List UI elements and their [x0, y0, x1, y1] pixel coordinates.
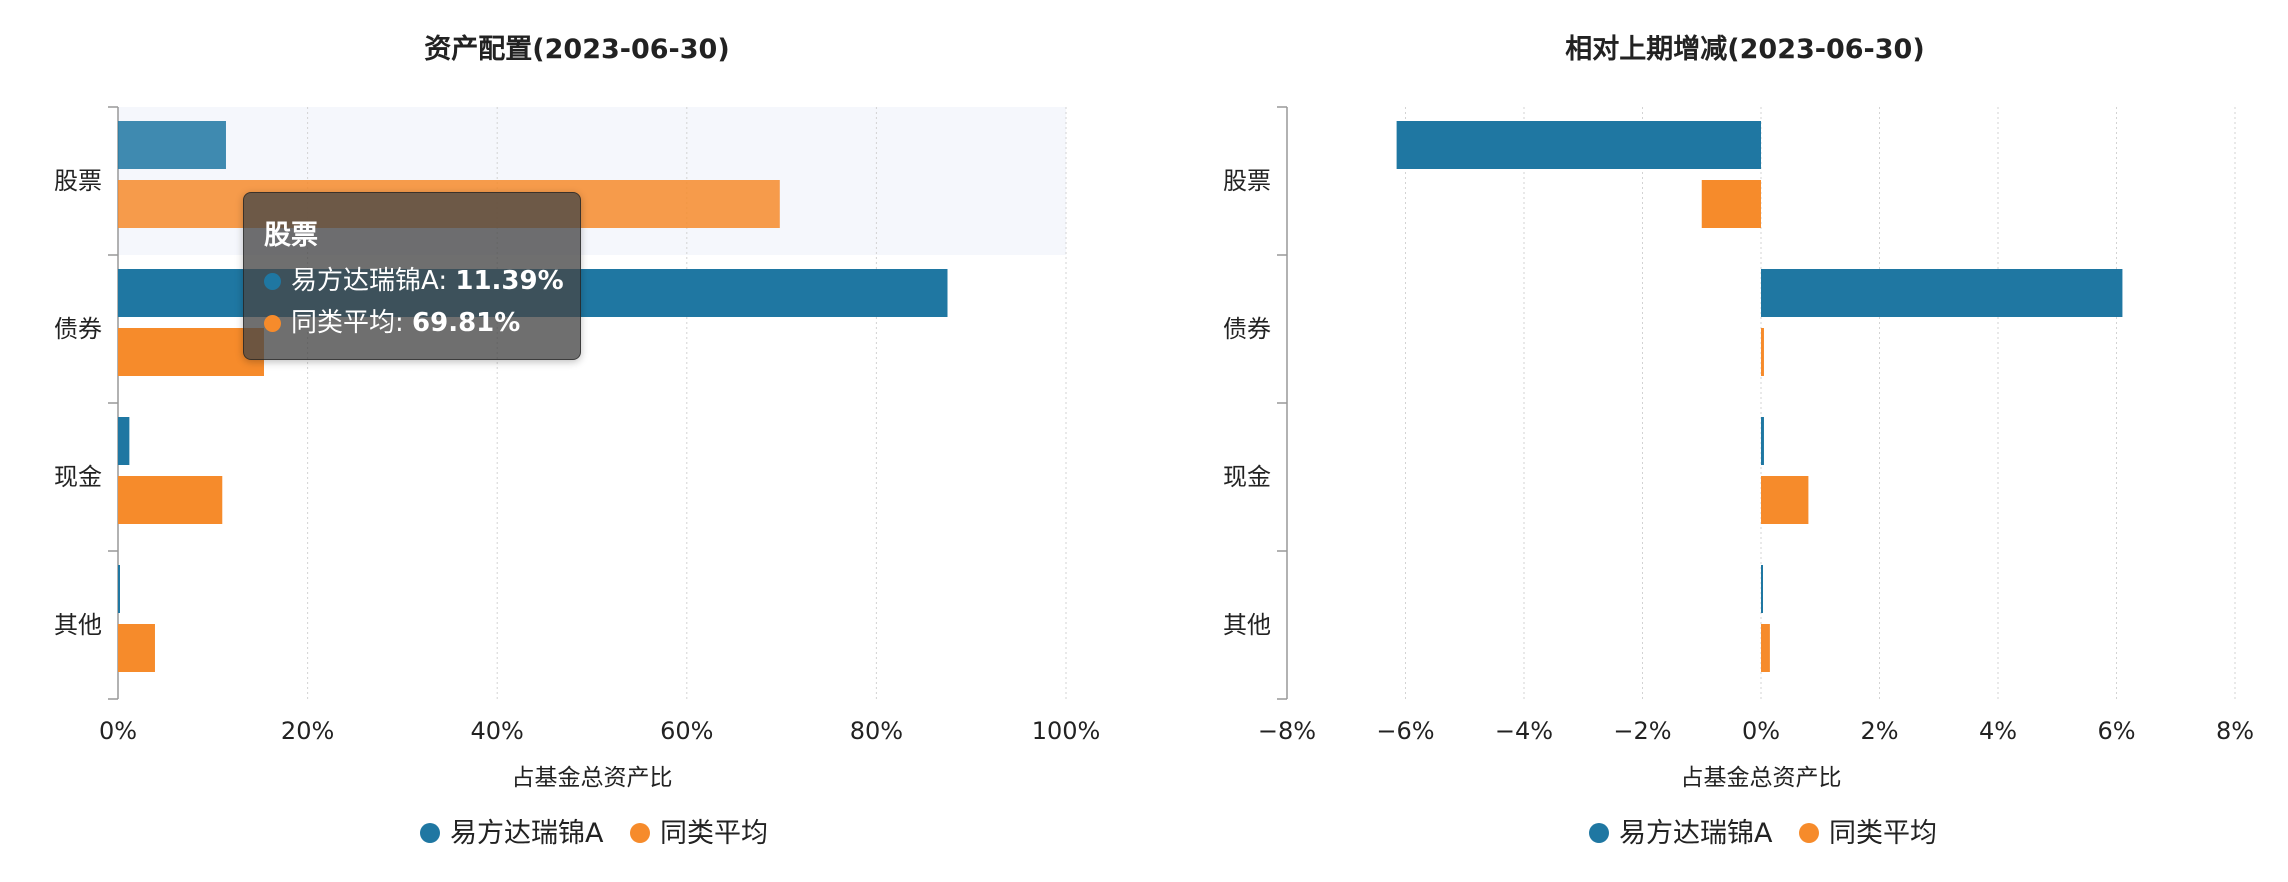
- legend-swatch-fund: [420, 823, 440, 843]
- category-label: 现金: [1223, 463, 1271, 491]
- x-tick-label: −4%: [1495, 717, 1553, 745]
- x-tick-label: 2%: [1860, 717, 1898, 745]
- chart-title: 相对上期增减(2023-06-30): [1565, 33, 1924, 65]
- tooltip-avg-swatch: [264, 315, 281, 332]
- bar-fund: [1761, 565, 1763, 613]
- tooltip-fund-value: 11.39%: [455, 266, 564, 296]
- bar-fund: [118, 417, 130, 465]
- x-tick-label: 100%: [1032, 717, 1101, 745]
- legend: 易方达瑞锦A 同类平均: [1589, 818, 1937, 849]
- bar-avg: [1761, 624, 1770, 672]
- x-tick-label: 20%: [281, 717, 334, 745]
- tooltip-avg-value: 69.81%: [412, 308, 521, 338]
- x-tick-label: 80%: [850, 717, 903, 745]
- category-label: 债券: [1223, 315, 1271, 343]
- legend-swatch-avg: [630, 823, 650, 843]
- legend-label-avg: 同类平均: [1829, 818, 1937, 849]
- x-tick-label: 4%: [1979, 717, 2017, 745]
- x-tick-label: 0%: [99, 717, 137, 745]
- bar-avg: [118, 624, 155, 672]
- tooltip-row-fund: 易方达瑞锦A: 11.39%: [264, 260, 580, 302]
- bar-fund: [118, 565, 120, 613]
- chart-tooltip: 股票 易方达瑞锦A: 11.39% 同类平均: 69.81%: [243, 192, 581, 360]
- category-label: 其他: [54, 611, 102, 639]
- x-tick-label: 40%: [471, 717, 524, 745]
- x-tick-label: −6%: [1376, 717, 1434, 745]
- bar-avg: [1761, 476, 1809, 524]
- x-tick-label: 60%: [660, 717, 713, 745]
- legend: 易方达瑞锦A 同类平均: [420, 818, 768, 849]
- bar-avg: [1701, 180, 1761, 228]
- chart-title: 资产配置(2023-06-30): [424, 34, 729, 65]
- legend-label-avg: 同类平均: [660, 818, 768, 849]
- bar-fund: [118, 121, 226, 169]
- bar-avg: [1761, 328, 1764, 376]
- bar-avg: [118, 476, 223, 524]
- x-axis-title: 占基金总资产比: [512, 765, 673, 791]
- bar-fund: [1761, 269, 2123, 317]
- category-label: 现金: [54, 463, 102, 491]
- tooltip-fund-label: 易方达瑞锦A:: [291, 266, 456, 296]
- bar-fund: [1396, 121, 1761, 169]
- tooltip-avg-label: 同类平均:: [291, 308, 413, 338]
- x-tick-label: −8%: [1258, 717, 1316, 745]
- tooltip-title: 股票: [264, 220, 318, 251]
- x-tick-label: 0%: [1742, 717, 1780, 745]
- x-tick-label: 6%: [2097, 717, 2135, 745]
- category-label: 其他: [1223, 611, 1271, 639]
- legend-label-fund: 易方达瑞锦A: [450, 818, 604, 849]
- bar-avg: [118, 328, 264, 376]
- bar-fund: [1761, 417, 1764, 465]
- tooltip-row-avg: 同类平均: 69.81%: [264, 302, 580, 344]
- x-tick-label: −2%: [1613, 717, 1671, 745]
- category-label: 债券: [54, 315, 102, 343]
- legend-swatch-avg: [1799, 823, 1819, 843]
- legend-label-fund: 易方达瑞锦A: [1619, 818, 1773, 849]
- category-label: 股票: [54, 167, 102, 195]
- x-axis-title: 占基金总资产比: [1681, 765, 1842, 791]
- legend-swatch-fund: [1589, 823, 1609, 843]
- tooltip-fund-swatch: [264, 273, 281, 290]
- x-tick-label: 8%: [2216, 717, 2254, 745]
- category-label: 股票: [1223, 167, 1271, 195]
